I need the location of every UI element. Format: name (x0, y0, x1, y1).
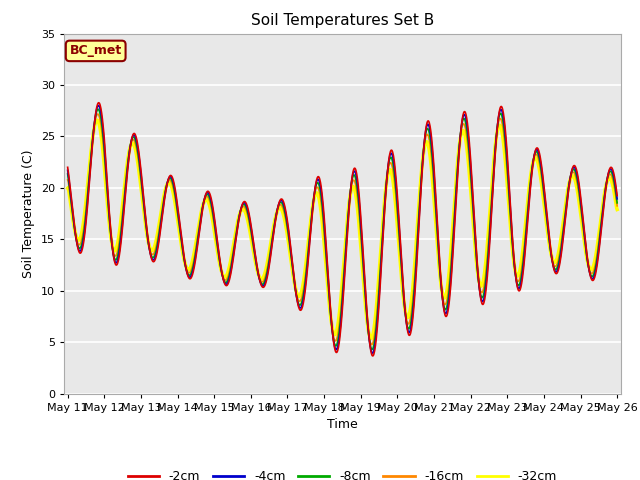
-32cm (548, 257, 556, 263)
-8cm (429, 156, 436, 162)
-2cm (500, 116, 508, 121)
-16cm (248, 234, 255, 240)
-4cm (548, 260, 556, 266)
Y-axis label: Soil Temperature (C): Soil Temperature (C) (22, 149, 35, 278)
-4cm (95, 103, 102, 108)
-8cm (613, 200, 621, 206)
-4cm (369, 350, 376, 356)
-32cm (500, 145, 508, 151)
-8cm (548, 260, 556, 265)
-32cm (248, 239, 255, 244)
Line: -4cm: -4cm (68, 106, 617, 353)
-2cm (64, 165, 72, 170)
Legend: -2cm, -4cm, -8cm, -16cm, -32cm: -2cm, -4cm, -8cm, -16cm, -32cm (123, 465, 562, 480)
-2cm (369, 353, 376, 359)
-2cm (613, 192, 621, 198)
-16cm (94, 111, 102, 117)
-32cm (93, 117, 101, 123)
-4cm (173, 201, 180, 206)
-16cm (613, 203, 621, 209)
-16cm (429, 164, 436, 169)
-4cm (186, 274, 194, 280)
-8cm (94, 107, 102, 112)
-8cm (173, 204, 180, 210)
-32cm (429, 175, 436, 181)
Line: -32cm: -32cm (68, 120, 617, 338)
-4cm (613, 196, 621, 202)
-2cm (186, 276, 194, 282)
-4cm (64, 168, 72, 173)
-32cm (186, 265, 194, 271)
-4cm (248, 229, 255, 235)
-8cm (64, 171, 72, 177)
Line: -2cm: -2cm (68, 103, 617, 356)
-32cm (367, 336, 375, 341)
-32cm (613, 207, 621, 213)
-2cm (429, 143, 436, 149)
-8cm (368, 347, 376, 352)
-16cm (64, 177, 72, 183)
-8cm (500, 127, 508, 133)
-16cm (173, 207, 180, 213)
-32cm (64, 185, 72, 191)
-2cm (95, 100, 102, 106)
-32cm (173, 212, 180, 218)
Title: Soil Temperatures Set B: Soil Temperatures Set B (251, 13, 434, 28)
-16cm (186, 269, 194, 275)
-2cm (548, 260, 556, 266)
X-axis label: Time: Time (327, 418, 358, 431)
-2cm (173, 198, 180, 204)
-16cm (548, 258, 556, 264)
-16cm (500, 134, 508, 140)
-8cm (248, 232, 255, 238)
Line: -8cm: -8cm (68, 109, 617, 349)
Text: BC_met: BC_met (70, 44, 122, 58)
-4cm (429, 149, 436, 155)
-8cm (186, 272, 194, 278)
-2cm (248, 227, 255, 232)
-16cm (368, 342, 376, 348)
-4cm (500, 120, 508, 126)
Line: -16cm: -16cm (68, 114, 617, 345)
